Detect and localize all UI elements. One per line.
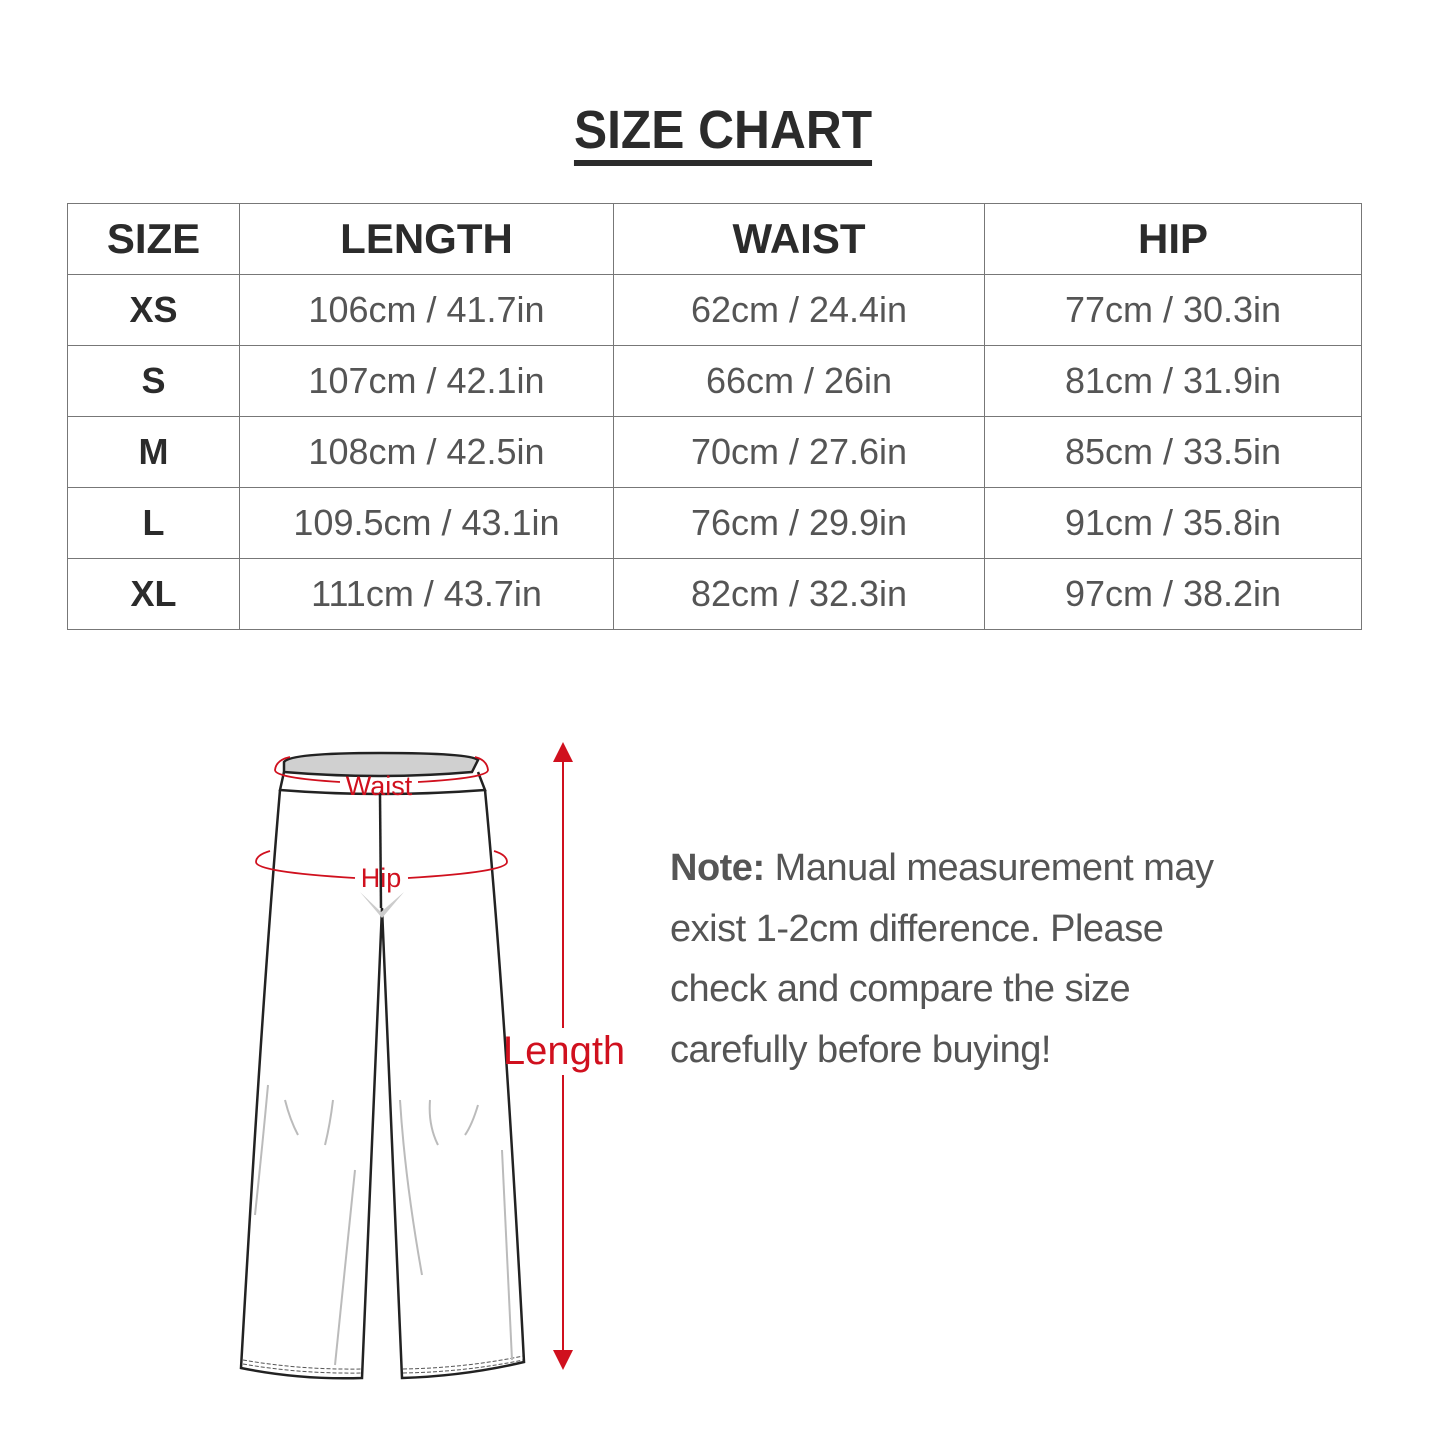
waist-cell: 62cm / 24.4in <box>613 274 985 346</box>
waistband-top <box>282 751 480 778</box>
waist-cell: 66cm / 26in <box>613 345 985 417</box>
waistband <box>278 771 487 796</box>
waist-measure <box>274 756 489 783</box>
hip-cell: 85cm / 33.5in <box>984 416 1362 488</box>
table-row: S 107cm / 42.1in 66cm / 26in 81cm / 31.9… <box>67 345 1362 417</box>
size-cell: L <box>67 487 240 559</box>
waist-cell: 76cm / 29.9in <box>613 487 985 559</box>
size-table: SIZE LENGTH WAIST HIP XS 106cm / 41.7in … <box>67 203 1362 630</box>
center-seam <box>378 794 383 909</box>
size-cell: S <box>67 345 240 417</box>
waist-cell: 70cm / 27.6in <box>613 416 985 488</box>
hip-cell: 97cm / 38.2in <box>984 558 1362 630</box>
note-text: Note: Manual measurement may exist 1-2cm… <box>670 838 1270 1080</box>
page-title: SIZE CHART <box>0 100 1445 166</box>
length-cell: 111cm / 43.7in <box>239 558 614 630</box>
size-cell: M <box>67 416 240 488</box>
length-arrow <box>553 742 573 1370</box>
note-body: Manual measurement may exist 1-2cm diffe… <box>670 847 1214 1071</box>
table-row: XL 111cm / 43.7in 82cm / 32.3in 97cm / 3… <box>67 558 1362 630</box>
size-cell: XL <box>67 558 240 630</box>
note-label: Note: <box>670 847 765 889</box>
hip-measure <box>255 850 508 879</box>
hip-label: Hip <box>361 863 402 893</box>
length-cell: 109.5cm / 43.1in <box>239 487 614 559</box>
table-row: L 109.5cm / 43.1in 76cm / 29.9in 91cm / … <box>67 487 1362 559</box>
length-cell: 108cm / 42.5in <box>239 416 614 488</box>
arrow-down-icon <box>553 1350 573 1370</box>
length-label: Length <box>503 1029 625 1073</box>
hip-cell: 77cm / 30.3in <box>984 274 1362 346</box>
pants-legs <box>239 789 526 1380</box>
table-row: M 108cm / 42.5in 70cm / 27.6in 85cm / 33… <box>67 416 1362 488</box>
hip-cell: 81cm / 31.9in <box>984 345 1362 417</box>
waist-cell: 82cm / 32.3in <box>613 558 985 630</box>
hem-stitching <box>242 1355 524 1374</box>
crotch-shadow <box>360 892 404 918</box>
table-header-row: SIZE LENGTH WAIST HIP <box>67 203 1362 275</box>
pants-outline <box>239 751 526 1380</box>
header-size: SIZE <box>67 203 240 275</box>
table-row: XS 106cm / 41.7in 62cm / 24.4in 77cm / 3… <box>67 274 1362 346</box>
fabric-folds <box>254 1084 513 1366</box>
waist-label: Waist <box>346 771 413 801</box>
header-waist: WAIST <box>613 203 985 275</box>
arrow-up-icon <box>553 742 573 762</box>
